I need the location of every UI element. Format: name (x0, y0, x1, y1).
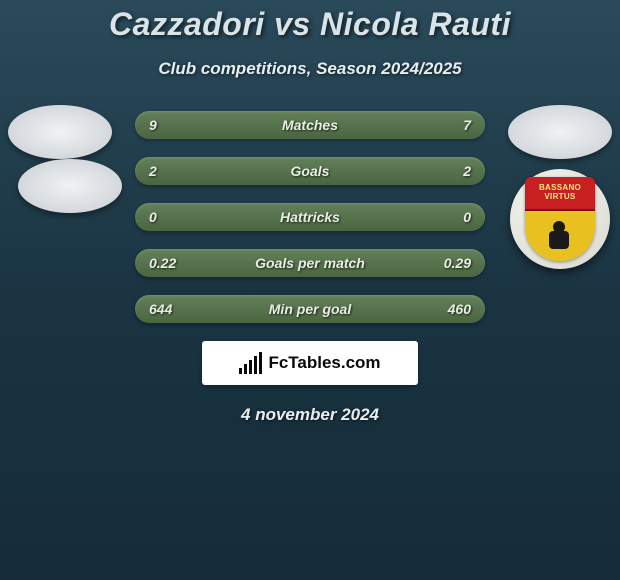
player-left-badge-placeholder-2 (18, 159, 122, 213)
club-badge-line2: VIRTUS (544, 193, 575, 202)
player-left-badge-placeholder (8, 105, 112, 159)
stat-row: 0 Hattricks 0 (135, 203, 485, 231)
stat-left-value: 0.22 (149, 255, 199, 271)
card: Cazzadori vs Nicola Rauti Club competiti… (0, 0, 620, 425)
subtitle: Club competitions, Season 2024/2025 (0, 59, 620, 79)
stat-label: Matches (282, 117, 338, 133)
stat-rows: 9 Matches 7 2 Goals 2 0 Hattricks 0 0.22 Goals per… (135, 111, 485, 323)
stat-right-value: 2 (421, 163, 471, 179)
bars-icon (239, 352, 262, 374)
club-badge-bottom (525, 211, 595, 261)
stat-label: Min per goal (269, 301, 351, 317)
stat-right-value: 460 (421, 301, 471, 317)
site-logo-box: FcTables.com (202, 341, 418, 385)
club-player-icon (543, 219, 577, 253)
stat-label: Goals (291, 163, 330, 179)
date-label: 4 november 2024 (0, 405, 620, 425)
stat-row: 644 Min per goal 460 (135, 295, 485, 323)
stat-row: 2 Goals 2 (135, 157, 485, 185)
site-name: FcTables.com (268, 353, 380, 373)
stat-label: Hattricks (280, 209, 340, 225)
stat-right-value: 7 (421, 117, 471, 133)
stat-row: 9 Matches 7 (135, 111, 485, 139)
stat-right-value: 0.29 (421, 255, 471, 271)
club-badge-right: BASSANO VIRTUS (510, 169, 610, 269)
page-title: Cazzadori vs Nicola Rauti (0, 6, 620, 43)
stat-left-value: 2 (149, 163, 199, 179)
stat-right-value: 0 (421, 209, 471, 225)
player-right-badge-placeholder (508, 105, 612, 159)
stat-left-value: 644 (149, 301, 199, 317)
club-badge-top: BASSANO VIRTUS (525, 177, 595, 211)
stat-label: Goals per match (255, 255, 365, 271)
club-badge-shield: BASSANO VIRTUS (525, 177, 595, 261)
stat-left-value: 0 (149, 209, 199, 225)
stat-row: 0.22 Goals per match 0.29 (135, 249, 485, 277)
stat-left-value: 9 (149, 117, 199, 133)
comparison-block: BASSANO VIRTUS 9 Matches 7 2 Goals 2 0 Hattrick… (0, 111, 620, 323)
